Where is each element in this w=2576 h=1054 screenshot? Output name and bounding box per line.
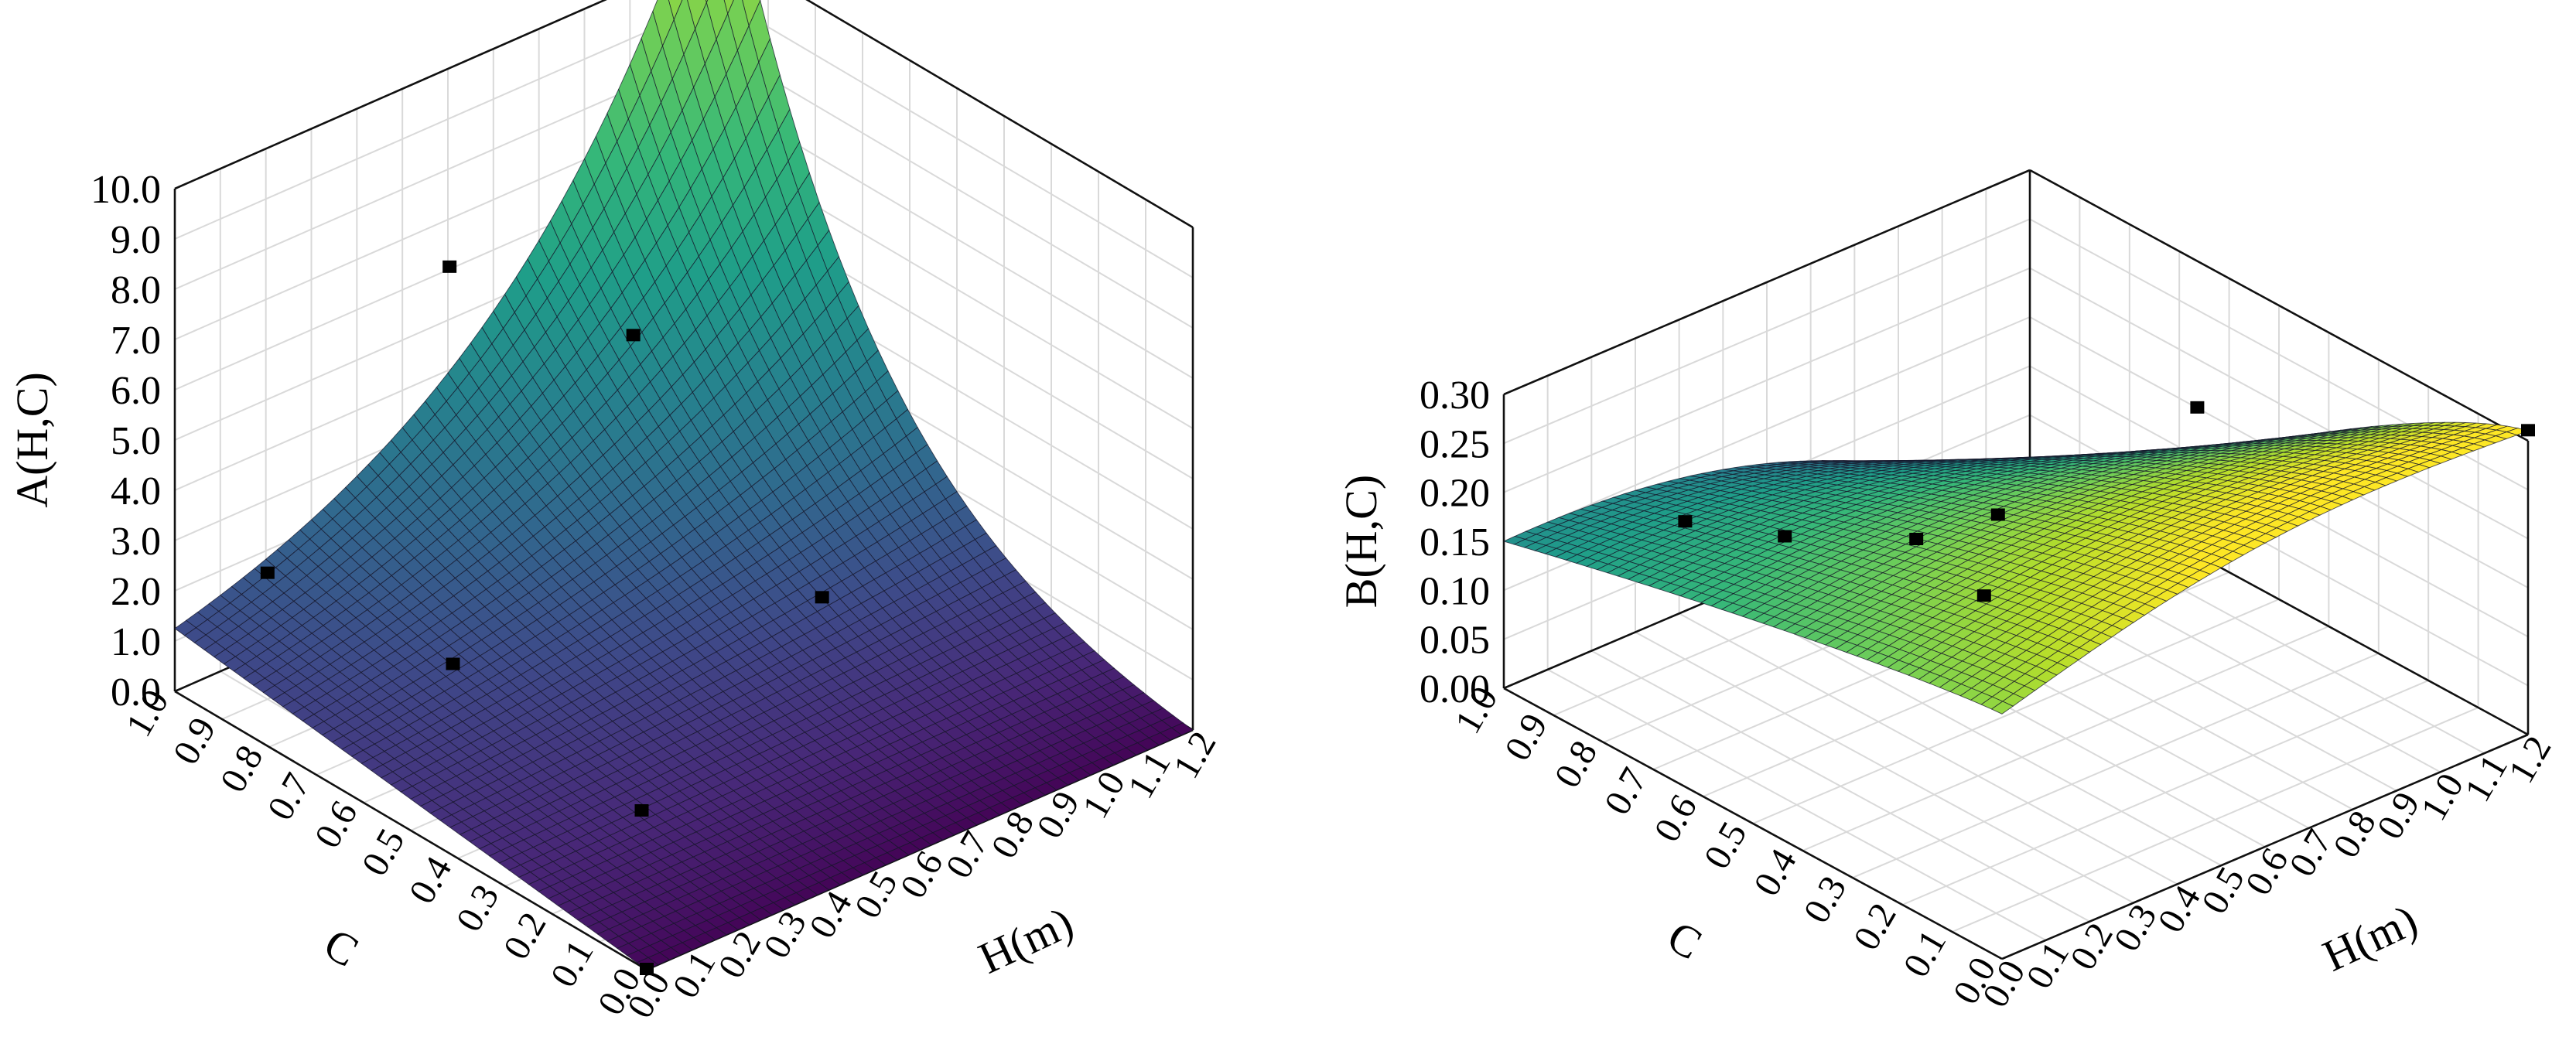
c-tick-label: 0.8 bbox=[213, 738, 272, 799]
z-tick-label: 0.10 bbox=[1420, 569, 1490, 613]
h-axis-title: H(m) bbox=[2315, 895, 2424, 981]
z-tick-label: 3.0 bbox=[111, 520, 161, 564]
c-tick-label: 0.8 bbox=[1546, 734, 1605, 794]
panel-a-surface-plot: 0.0 1.0 2.0 3.0 4.0 5.0 6.0 7.0 8.0 9.0 10.00.0 0.1… bbox=[7, 0, 1225, 1025]
c-tick-label: 0.9 bbox=[166, 711, 224, 771]
h-tick-label: 0.8 bbox=[2325, 804, 2384, 865]
c-tick-label: 0.1 bbox=[543, 933, 602, 994]
z-tick-label: 2.0 bbox=[111, 570, 161, 614]
h-tick-label: 1.2 bbox=[2501, 729, 2560, 790]
data-point-marker bbox=[1778, 530, 1792, 543]
h-tick-label: 1.1 bbox=[2457, 748, 2516, 808]
h-tick-label: 0.1 bbox=[2018, 935, 2077, 995]
data-point-marker bbox=[1909, 533, 1924, 545]
z-tick-label: 1.0 bbox=[111, 620, 161, 664]
z-tick-label: 9.0 bbox=[111, 218, 161, 262]
z-tick-label: 0.00 bbox=[1420, 667, 1490, 711]
data-point-marker bbox=[2521, 424, 2535, 437]
c-tick-label: 0.2 bbox=[496, 906, 555, 966]
c-tick-label: 0.9 bbox=[1497, 707, 1556, 767]
h-tick-label: 0.9 bbox=[2369, 786, 2428, 846]
c-tick-label: 0.5 bbox=[1696, 815, 1755, 875]
c-tick-label: 0.7 bbox=[260, 766, 319, 827]
h-tick-label: 0.3 bbox=[2106, 898, 2165, 958]
h-axis-title: H(m) bbox=[971, 897, 1080, 984]
z-tick-label: 0.0 bbox=[111, 670, 161, 715]
panel-b-surface-plot: 0.000.05 0.100.150.20 0.250.30 0.00.10.20.3… bbox=[1336, 169, 2560, 1014]
z-tick-label: 0.20 bbox=[1420, 472, 1490, 516]
data-point-marker bbox=[640, 963, 654, 975]
h-tick-label: 0.6 bbox=[2238, 841, 2297, 902]
c-tick-label: 0.6 bbox=[307, 794, 366, 854]
h-tick-label: 0.2 bbox=[2062, 916, 2121, 977]
h-tick-label: 0.5 bbox=[2194, 860, 2253, 920]
c-tick-label: 0.7 bbox=[1597, 761, 1655, 821]
z-tick-label: 0.15 bbox=[1420, 520, 1490, 565]
c-tick-label: 0.3 bbox=[449, 878, 507, 938]
data-point-marker bbox=[446, 657, 460, 670]
h-tick-label: 1.0 bbox=[2413, 766, 2472, 827]
z-tick-labels: 0.0 1.0 2.0 3.0 4.0 5.0 6.0 7.0 8.0 9.0 10.0 bbox=[91, 168, 161, 715]
data-point-marker bbox=[1990, 508, 2005, 521]
z-axis-title: B(H,C) bbox=[1336, 475, 1386, 608]
data-points bbox=[1678, 401, 2535, 602]
z-tick-label: 4.0 bbox=[111, 469, 161, 513]
z-tick-labels: 0.000.05 0.100.150.20 0.250.30 bbox=[1420, 374, 1490, 711]
c-tick-label: 0.5 bbox=[354, 822, 413, 882]
z-tick-label: 8.0 bbox=[111, 268, 161, 312]
c-axis-title: C bbox=[1659, 911, 1710, 970]
c-tick-label: 0.2 bbox=[1846, 896, 1905, 957]
data-point-marker bbox=[1678, 515, 1693, 528]
c-tick-label: 0.1 bbox=[1895, 923, 1954, 984]
c-tick-label: 0.3 bbox=[1795, 869, 1854, 929]
z-tick-label: 7.0 bbox=[111, 319, 161, 363]
z-axis-title: A(H,C) bbox=[7, 372, 57, 508]
data-points bbox=[260, 260, 829, 975]
data-point-marker bbox=[2190, 401, 2205, 414]
h-tick-label: 0.7 bbox=[2281, 823, 2340, 883]
z-tick-label: 10.0 bbox=[91, 168, 161, 212]
c-tick-label: 0.4 bbox=[401, 850, 460, 910]
z-tick-label: 6.0 bbox=[111, 369, 161, 413]
z-tick-label: 5.0 bbox=[111, 419, 161, 463]
surface-mesh bbox=[1502, 421, 2530, 715]
z-tick-label: 0.30 bbox=[1420, 374, 1490, 418]
data-point-marker bbox=[634, 804, 649, 817]
h-tick-labels: 0.00.10.20.30.40.50.60.70.80.91.01.11.2 bbox=[1975, 729, 2560, 1014]
z-tick-label: 0.05 bbox=[1420, 619, 1490, 663]
c-tick-label: 0.6 bbox=[1646, 788, 1705, 848]
c-tick-labels: 0.00.10.20.30.40.50.60.70.80.91.0 bbox=[1447, 680, 2004, 1011]
data-point-marker bbox=[626, 329, 641, 342]
z-tick-label: 0.25 bbox=[1420, 422, 1490, 466]
c-axis-title: C bbox=[316, 918, 367, 977]
c-tick-label: 0.4 bbox=[1746, 842, 1805, 902]
surface-mesh bbox=[174, 0, 1194, 970]
h-tick-label: 0.4 bbox=[2150, 878, 2209, 939]
data-point-marker bbox=[442, 260, 457, 273]
data-point-marker bbox=[1976, 589, 1991, 602]
data-point-marker bbox=[260, 566, 275, 579]
data-point-marker bbox=[815, 591, 829, 604]
